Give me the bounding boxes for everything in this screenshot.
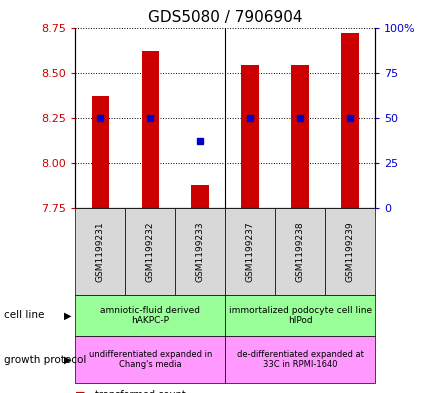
Bar	[291, 66, 308, 208]
Text: GSM1199238: GSM1199238	[295, 221, 304, 282]
Text: undifferentiated expanded in
Chang's media: undifferentiated expanded in Chang's med…	[89, 350, 212, 369]
Text: GSM1199233: GSM1199233	[195, 221, 204, 282]
Text: GSM1199231: GSM1199231	[95, 221, 104, 282]
Text: GSM1199237: GSM1199237	[245, 221, 254, 282]
Text: GSM1199239: GSM1199239	[345, 221, 354, 282]
Bar	[191, 185, 209, 208]
Text: de-differentiated expanded at
33C in RPMI-1640: de-differentiated expanded at 33C in RPM…	[236, 350, 362, 369]
Title: GDS5080 / 7906904: GDS5080 / 7906904	[147, 10, 302, 25]
Text: amniotic-fluid derived
hAKPC-P: amniotic-fluid derived hAKPC-P	[100, 306, 200, 325]
Text: ■: ■	[75, 391, 86, 393]
Text: GSM1199232: GSM1199232	[145, 221, 154, 282]
Bar	[241, 66, 258, 208]
Text: cell line: cell line	[4, 310, 45, 320]
Bar	[341, 33, 358, 208]
Bar	[141, 51, 159, 208]
Text: ▶: ▶	[64, 354, 71, 365]
Text: ▶: ▶	[64, 310, 71, 320]
Text: immortalized podocyte cell line
hIPod: immortalized podocyte cell line hIPod	[228, 306, 371, 325]
Text: transformed count: transformed count	[95, 390, 185, 393]
Text: growth protocol: growth protocol	[4, 354, 86, 365]
Bar	[92, 96, 109, 208]
